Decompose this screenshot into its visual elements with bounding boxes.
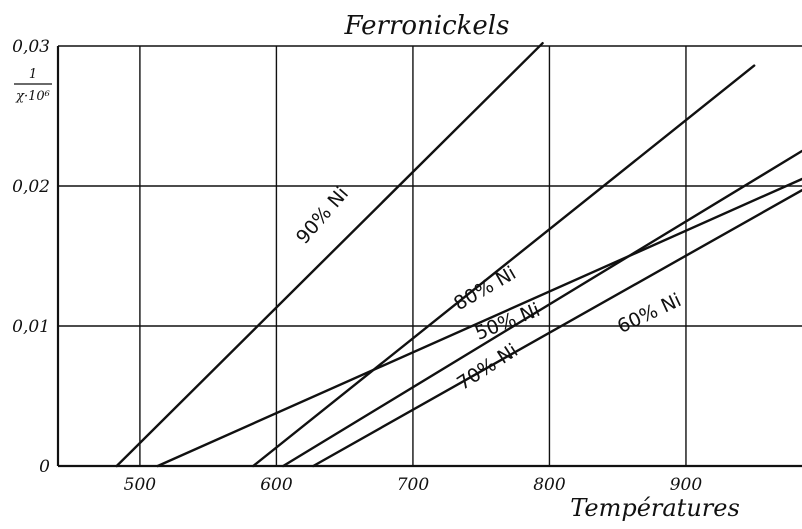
- x-tick-label: 600: [260, 475, 293, 495]
- series-label: 80% Ni: [450, 262, 520, 315]
- series-label: 50% Ni: [472, 299, 543, 345]
- series-line-60-ni: [312, 188, 802, 468]
- y-tick-label: 0: [39, 457, 50, 477]
- y-tick-label: 0,03: [12, 37, 50, 57]
- series-lines: [115, 42, 802, 468]
- series-line-90-ni: [115, 42, 544, 468]
- series-label: 90% Ni: [292, 183, 353, 249]
- series-label: 70% Ni: [453, 339, 522, 394]
- tick-labels: 500 600 700 800 900 0 0,01 0,02 0,03: [12, 37, 702, 495]
- y-axis-label-denominator: χ·10⁶: [15, 89, 50, 104]
- x-tick-label: 500: [124, 475, 157, 495]
- y-tick-label: 0,02: [12, 177, 50, 197]
- y-tick-label: 0,01: [12, 317, 50, 337]
- y-axis-label-numerator: 1: [29, 67, 37, 82]
- chart-title: Ferronickels: [344, 11, 510, 41]
- grid: [56, 45, 802, 468]
- series-label: 60% Ni: [614, 289, 685, 338]
- series-line-70-ni: [282, 149, 802, 468]
- series-line-80-ni: [251, 64, 756, 468]
- x-tick-label: 900: [670, 475, 703, 495]
- series-line-50-ni: [156, 177, 802, 468]
- x-tick-label: 700: [397, 475, 430, 495]
- x-tick-label: 800: [533, 475, 566, 495]
- x-axis-label: Températures: [570, 494, 740, 522]
